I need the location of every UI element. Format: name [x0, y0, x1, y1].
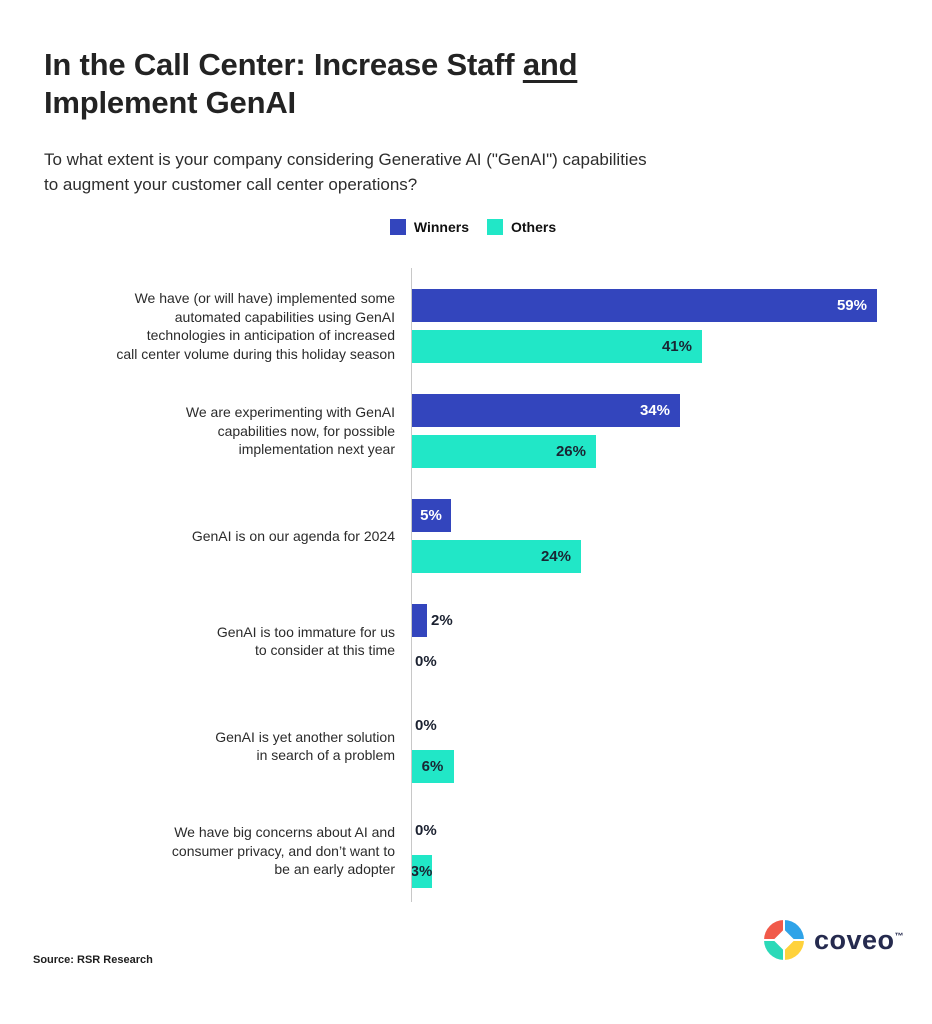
chart-legend: Winners Others: [44, 219, 902, 236]
value-label: 3%: [410, 863, 433, 881]
value-label: 5%: [420, 507, 442, 525]
coveo-pinwheel-icon: [763, 920, 804, 960]
category-label: GenAI is on our agenda for 2024: [191, 527, 395, 544]
chart-row-group: We have (or will have) implemented some …: [44, 289, 902, 364]
category-label: We have big concerns about AI and consum…: [171, 824, 395, 878]
coveo-wordmark: coveo™: [813, 924, 904, 955]
legend-label-winners: Winners: [413, 219, 469, 236]
chart-row-group: We are experimenting with GenAI capabili…: [44, 394, 902, 469]
value-label: 59%: [836, 297, 867, 315]
trademark-symbol: ™: [894, 930, 904, 941]
coveo-logo: coveo™: [763, 920, 904, 960]
bar-pair: 2% 0%: [411, 604, 902, 678]
legend-item-winners: Winners: [389, 219, 469, 236]
bar-row-others: 0%: [411, 645, 902, 678]
bar-winners: [411, 604, 427, 638]
bar-row-others: 26%: [411, 435, 902, 469]
survey-question: To what extent is your company consideri…: [44, 149, 647, 194]
bar-pair: 59% 41%: [411, 289, 902, 364]
bar-others: 6%: [411, 750, 454, 784]
title-text-prefix: In the Call Center: Increase Staff: [44, 47, 523, 82]
value-label: 0%: [415, 653, 437, 671]
bar-row-winners: 59%: [411, 289, 902, 323]
bar-row-winners: 5%: [411, 499, 902, 533]
bar-chart: We have (or will have) implemented some …: [44, 268, 902, 903]
legend-label-others: Others: [510, 219, 557, 236]
chart-axis-line: [411, 268, 412, 903]
value-label: 26%: [555, 443, 586, 461]
category-label: GenAI is too immature for us to consider…: [216, 623, 395, 659]
winners-swatch-icon: [389, 219, 406, 236]
category-label: GenAI is yet another solution in search …: [215, 728, 395, 764]
bar-others: 41%: [411, 330, 702, 364]
bar-pair: 34% 26%: [411, 394, 902, 469]
bar-row-others: 41%: [411, 330, 902, 364]
value-label: 24%: [540, 548, 571, 566]
bar-pair: 0% 6%: [411, 709, 902, 784]
bar-row-winners: 2%: [411, 604, 902, 638]
content-area: In the Call Center: Increase Staff and Im…: [44, 46, 902, 903]
bar-row-others: 24%: [411, 540, 902, 574]
bar-others: 3%: [410, 855, 433, 889]
bar-others: 24%: [411, 540, 581, 574]
value-label: 41%: [661, 338, 692, 356]
page-title: In the Call Center: Increase Staff and Im…: [44, 46, 764, 123]
value-label: 0%: [415, 822, 437, 840]
bar-row-winners: 0%: [411, 814, 902, 847]
category-label: We have (or will have) implemented some …: [116, 290, 395, 362]
source-note: Source: RSR Research: [33, 954, 153, 966]
category-label: We are experimenting with GenAI capabili…: [185, 404, 395, 458]
value-label: 6%: [421, 758, 444, 776]
bar-winners: 59%: [411, 289, 877, 323]
legend-item-others: Others: [486, 219, 557, 236]
bar-row-winners: 0%: [411, 709, 902, 742]
title-underlined-word: and: [522, 47, 578, 82]
chart-row-group: GenAI is too immature for us to consider…: [44, 604, 902, 678]
others-swatch-icon: [486, 219, 503, 236]
bar-others: 26%: [411, 435, 596, 469]
bar-winners: 34%: [411, 394, 680, 428]
bar-pair: 5% 24%: [411, 499, 902, 574]
value-label: 2%: [431, 612, 453, 630]
bar-row-winners: 34%: [411, 394, 902, 428]
title-line2: Implement GenAI: [44, 85, 296, 121]
bar-winners: 5%: [411, 499, 451, 533]
bar-row-others: 3%: [410, 855, 902, 889]
bar-pair: 0% 3%: [410, 814, 902, 889]
chart-row-group: GenAI is on our agenda for 2024 5% 24%: [44, 499, 902, 574]
bar-row-others: 6%: [411, 750, 902, 784]
value-label: 34%: [639, 402, 670, 420]
value-label: 0%: [415, 717, 437, 735]
chart-row-group: GenAI is yet another solution in search …: [44, 709, 902, 784]
chart-row-group: We have big concerns about AI and consum…: [44, 814, 902, 889]
